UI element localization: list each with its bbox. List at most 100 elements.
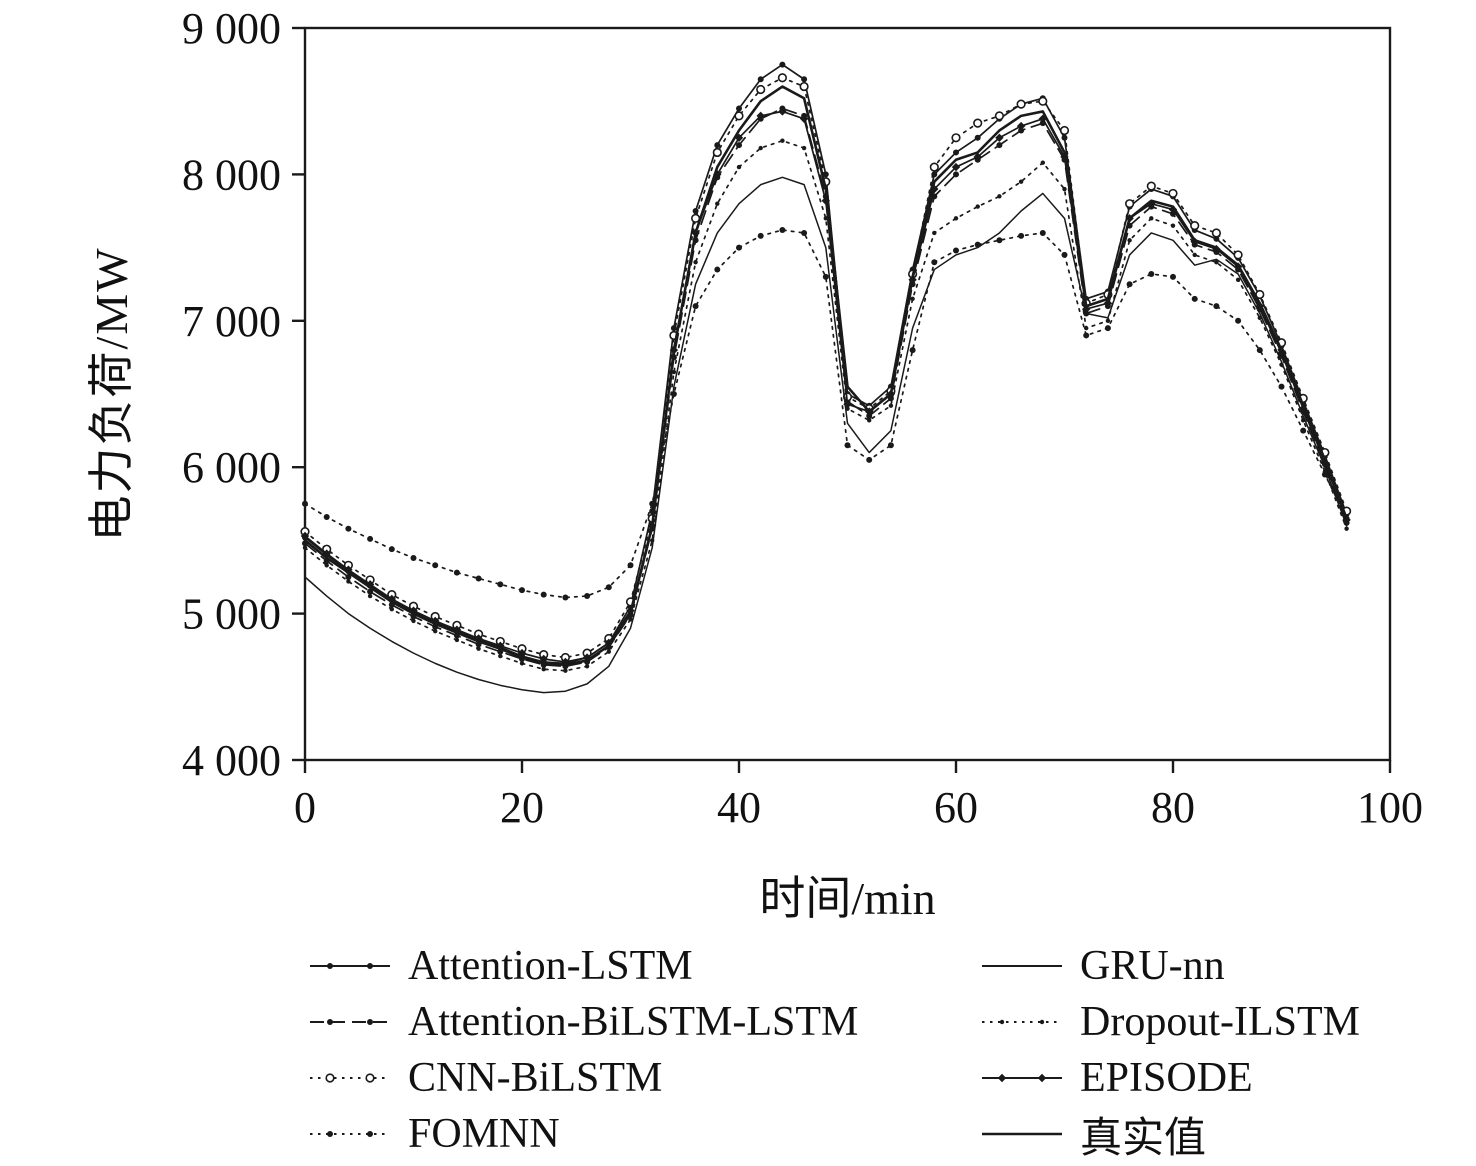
marker-circle: [799, 81, 809, 92]
legend-line-sample-icon: [982, 1073, 1062, 1083]
marker-dot: [1127, 238, 1132, 243]
marker-circle: [712, 147, 722, 158]
marker-dot: [540, 591, 547, 598]
marker-dot: [974, 134, 981, 141]
marker-diamond: [778, 107, 787, 116]
marker-circle: [1124, 199, 1135, 209]
marker-diamond: [843, 400, 852, 409]
marker-dot: [1170, 273, 1176, 280]
marker-dot: [779, 61, 786, 68]
y-tick-label: 9 000: [182, 4, 281, 53]
marker-dot: [1040, 160, 1046, 165]
legend-item-attention-bilstm-lstm: Attention-BiLSTM-LSTM: [308, 998, 980, 1046]
marker-dot: [541, 667, 546, 672]
legend-label: GRU-nn: [1080, 943, 1225, 989]
marker-dot: [1148, 270, 1155, 277]
marker-dot: [562, 594, 569, 601]
legend-label: FOMNN: [408, 1111, 560, 1157]
marker-dot: [909, 347, 916, 354]
marker-dot: [519, 661, 525, 666]
series-line: [303, 85, 1348, 667]
series-dropout-ilstm: [302, 138, 1349, 673]
marker-dot: [1301, 418, 1306, 423]
marker-diamond: [1190, 237, 1199, 246]
marker-diamond: [995, 133, 1004, 142]
marker-circle: [756, 84, 766, 95]
marker-dot: [1126, 281, 1133, 288]
marker-dot: [605, 584, 612, 591]
marker-dot: [433, 628, 438, 634]
x-tick-label: 0: [294, 783, 316, 832]
legend-line-sample-icon: [310, 1019, 390, 1025]
legend-label: Attention-LSTM: [408, 943, 693, 989]
y-tick-label: 7 000: [182, 297, 281, 346]
marker-dot: [1149, 216, 1154, 221]
marker-diamond: [365, 580, 375, 589]
legend-item-真实值: 真实值: [980, 1104, 1360, 1165]
marker-dot: [801, 76, 808, 83]
marker-dot: [327, 1131, 333, 1137]
legend-label: CNN-BiLSTM: [408, 1055, 663, 1101]
marker-dot: [367, 1019, 373, 1025]
marker-dot: [1257, 315, 1263, 321]
marker-dot: [1170, 223, 1176, 228]
y-axis-title: 电力负荷/MW: [86, 246, 137, 542]
marker-diamond: [1037, 1073, 1047, 1083]
marker-dot: [476, 646, 481, 651]
series--: [303, 85, 1348, 667]
marker-dot: [996, 237, 1003, 244]
marker-circle: [1038, 96, 1048, 106]
marker-diamond: [452, 625, 462, 634]
marker-dot: [866, 412, 873, 419]
marker-dot: [997, 194, 1002, 199]
marker-circle: [1233, 250, 1243, 260]
legend-item-gru-nn: GRU-nn: [980, 942, 1360, 990]
legend-line-sample-icon: [310, 1131, 390, 1137]
marker-dot: [692, 208, 699, 214]
chart-canvas: 4 000 5 000 6 000 7 000 8 000 9 000 0 20 40 60 80 1…: [182, 4, 1423, 832]
marker-diamond: [951, 162, 961, 172]
marker-diamond: [300, 531, 310, 541]
marker-diamond: [756, 111, 765, 121]
marker-dot: [822, 273, 829, 280]
x-tick-label: 60: [934, 783, 978, 832]
legend-item-attention-lstm: Attention-LSTM: [308, 942, 980, 990]
marker-dot: [844, 442, 851, 449]
marker-dot: [932, 230, 937, 236]
legend-label: EPISODE: [1080, 1055, 1253, 1101]
marker-dot: [692, 303, 699, 310]
marker-dot: [999, 1019, 1005, 1025]
marker-dot: [953, 216, 959, 221]
marker-dot: [606, 649, 611, 654]
marker-dot: [1105, 318, 1111, 323]
marker-dot: [845, 406, 850, 411]
marker-dot: [453, 569, 460, 576]
marker-circle: [994, 111, 1005, 121]
marker-dot: [389, 607, 394, 612]
marker-circle: [951, 133, 961, 143]
marker-circle: [973, 118, 983, 128]
series-cnn-bilstm: [300, 73, 1352, 663]
marker-dot: [714, 266, 721, 273]
marker-dot: [498, 653, 503, 659]
marker-dot: [497, 581, 504, 588]
marker-dot: [411, 618, 416, 624]
legend-line-sample-icon: [982, 1019, 1062, 1025]
marker-diamond: [973, 152, 982, 162]
series-fomnn: [302, 227, 1350, 601]
marker-dot: [953, 171, 959, 178]
marker-dot: [1062, 186, 1067, 192]
marker-dot: [714, 142, 721, 149]
marker-dot: [910, 296, 915, 302]
legend-item-fomnn: FOMNN: [308, 1110, 980, 1158]
marker-circle: [1146, 181, 1156, 191]
marker-dot: [1235, 277, 1241, 283]
marker-dot: [757, 232, 764, 239]
legend-item-dropout-ilstm: Dropout-ILSTM: [980, 998, 1360, 1046]
marker-dot: [584, 664, 590, 669]
marker-dot: [736, 164, 742, 170]
marker-circle: [365, 1073, 375, 1083]
marker-dot: [1213, 303, 1220, 310]
marker-dot: [324, 563, 329, 568]
